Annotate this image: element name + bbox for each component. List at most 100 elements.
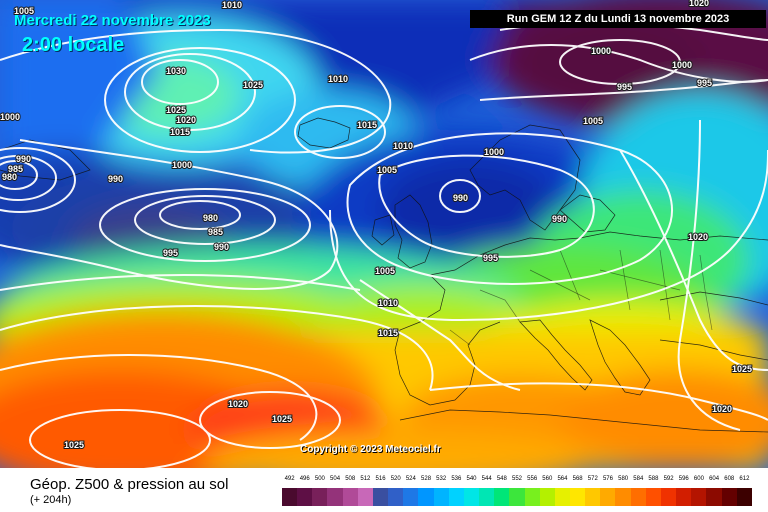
color-scale-swatch <box>403 488 419 506</box>
isobar-label: 1005 <box>377 165 397 175</box>
legend-footer: Géop. Z500 & pression au sol (+ 204h) 49… <box>0 468 768 512</box>
color-scale-labels: 492 496 500 504 508 512 516 520 524 528 532 536 540 5… <box>282 476 752 486</box>
color-scale-label: 504 <box>330 476 341 482</box>
color-scale-label: 532 <box>436 476 447 482</box>
color-scale-label: 604 <box>709 476 720 482</box>
color-scale-swatch <box>524 488 540 506</box>
isobar-label: 990 <box>453 193 468 203</box>
color-scale-label: 512 <box>360 476 371 482</box>
isobar-label: 980 <box>203 213 218 223</box>
isobar-label: 1010 <box>393 141 413 151</box>
color-scale-label: 500 <box>314 476 325 482</box>
color-scale-label: 492 <box>284 476 295 482</box>
color-scale-swatch <box>539 488 555 506</box>
color-scale-label: 564 <box>557 476 568 482</box>
color-scale-label: 528 <box>421 476 432 482</box>
isobar-label: 990 <box>214 242 229 252</box>
copyright-text: Copyright © 2023 Meteociel.fr <box>300 444 441 455</box>
isobar-label: 1020 <box>689 0 709 8</box>
isobar-label: 1005 <box>375 266 395 276</box>
color-scale-swatch <box>433 488 449 506</box>
isobar-label: 1015 <box>378 328 398 338</box>
color-scale-label: 596 <box>678 476 689 482</box>
color-scale-label: 612 <box>739 476 750 482</box>
isobar-label: 1000 <box>0 112 20 122</box>
isobar-label: 1020 <box>176 115 196 125</box>
color-scale-swatch <box>721 488 737 506</box>
color-scale-swatch <box>463 488 480 506</box>
color-scale-swatch <box>554 488 570 506</box>
color-scale-label: 572 <box>587 476 598 482</box>
isobar-label: 1010 <box>378 298 398 308</box>
color-scale-swatch <box>388 488 404 506</box>
color-scale-label: 600 <box>693 476 704 482</box>
color-scale-swatch <box>418 488 434 506</box>
isobar-label: 995 <box>697 78 712 88</box>
color-scale-swatch <box>509 488 525 506</box>
isobar-label: 1020 <box>228 399 248 409</box>
color-scale-swatch <box>660 488 677 506</box>
isobar-label: 1015 <box>170 127 190 137</box>
color-scale-swatch <box>676 488 692 506</box>
isobar-label: 1025 <box>732 364 752 374</box>
color-scale-label: 584 <box>633 476 644 482</box>
isobar-label: 985 <box>208 227 223 237</box>
isobar-label: 1020 <box>688 232 708 242</box>
coastlines <box>0 117 768 433</box>
isobar-label: 995 <box>483 253 498 263</box>
color-scale-swatch <box>342 488 358 506</box>
color-scale-swatch <box>312 488 328 506</box>
isobar-label: 1030 <box>166 66 186 76</box>
color-scale-label: 588 <box>648 476 659 482</box>
color-scale-swatch <box>494 488 510 506</box>
isobar-label: 1000 <box>591 46 611 56</box>
forecast-date: Mercredi 22 novembre 2023 <box>14 12 211 29</box>
color-scale-label: 540 <box>466 476 477 482</box>
color-scale-label: 536 <box>451 476 462 482</box>
forecast-local-time: 2:00 locale <box>22 34 125 56</box>
isobar-label: 990 <box>552 214 567 224</box>
color-scale-label: 568 <box>572 476 583 482</box>
isobar-label: 980 <box>2 172 17 182</box>
color-scale-swatch <box>630 488 646 506</box>
color-scale-swatch <box>645 488 661 506</box>
color-scale-label: 548 <box>496 476 507 482</box>
isobar-label: 985 <box>8 164 23 174</box>
color-scale-label: 556 <box>527 476 538 482</box>
isobar-label: 1025 <box>272 414 292 424</box>
legend-title: Géop. Z500 & pression au sol <box>30 476 229 493</box>
model-run-banner: Run GEM 12 Z du Lundi 13 novembre 2023 <box>470 10 766 28</box>
color-scale-label: 560 <box>542 476 553 482</box>
color-scale-swatch <box>327 488 343 506</box>
color-scale-bar <box>282 488 752 506</box>
isobar-label: 990 <box>16 154 31 164</box>
color-scale-swatch <box>615 488 631 506</box>
color-scale-swatch <box>372 488 389 506</box>
isobar-labels: 1005 1010 1030 1025 1025 1020 1015 1000 … <box>0 0 753 451</box>
color-scale-swatch <box>600 488 616 506</box>
isobar-label: 1005 <box>583 116 603 126</box>
isobar-label: 1010 <box>328 74 348 84</box>
isobar-label: 1025 <box>64 440 84 450</box>
forecast-lead-time: (+ 204h) <box>30 494 72 506</box>
color-scale-swatch <box>569 488 586 506</box>
color-scale-label: 544 <box>481 476 492 482</box>
color-scale-label: 496 <box>299 476 310 482</box>
color-scale-label: 552 <box>511 476 522 482</box>
color-scale-swatch <box>357 488 373 506</box>
isobar-label: 995 <box>617 82 632 92</box>
color-scale-label: 576 <box>602 476 613 482</box>
color-scale-swatch <box>691 488 707 506</box>
isobar-label: 1005 <box>14 6 34 16</box>
isobar-label: 1000 <box>672 60 692 70</box>
geopotential-field <box>0 0 768 468</box>
color-scale-swatch <box>282 488 298 506</box>
isobar-label: 1025 <box>166 105 186 115</box>
color-scale-label: 592 <box>663 476 674 482</box>
color-scale-label: 516 <box>375 476 386 482</box>
isobar-label: 1020 <box>712 404 732 414</box>
isobars <box>0 21 768 468</box>
weather-map: 1005 1010 1030 1025 1025 1020 1015 1000 … <box>0 0 768 468</box>
isobar-label: 1025 <box>243 80 263 90</box>
color-scale-label: 608 <box>724 476 735 482</box>
